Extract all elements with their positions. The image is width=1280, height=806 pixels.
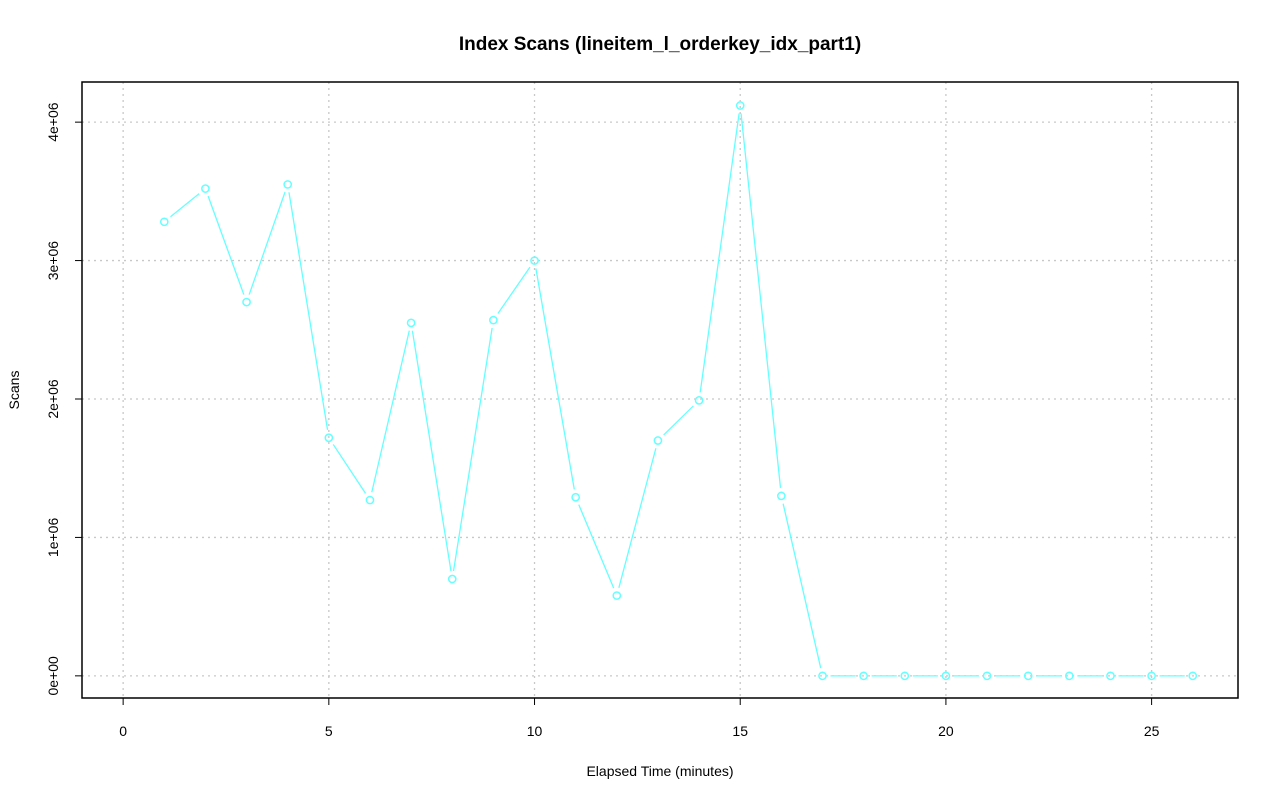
series-line-segment [740, 113, 782, 489]
data-point [818, 671, 827, 681]
x-axis-label: Elapsed Time (minutes) [586, 763, 733, 779]
series-points [159, 101, 1198, 681]
series-line-segment [497, 266, 531, 314]
chart-title: Index Scans (lineitem_l_orderkey_idx_par… [459, 34, 861, 55]
x-tick-label: 20 [938, 723, 954, 739]
data-point [941, 671, 951, 681]
y-tick-label: 0e+00 [45, 656, 61, 696]
y-tick-label: 1e+06 [45, 518, 61, 558]
data-point [735, 101, 745, 110]
plot-frame [81, 81, 1239, 699]
x-axis: 0 5 10 15 20 25 [119, 698, 1160, 739]
data-point [283, 180, 293, 189]
series-line-segment [452, 327, 493, 572]
grid [82, 82, 1238, 698]
data-point [900, 671, 910, 681]
y-tick-label: 4e+06 [45, 102, 61, 142]
y-axis: 0e+00 1e+06 2e+06 3e+06 4e+06 [45, 102, 82, 696]
series-line-segment [411, 330, 452, 572]
x-tick-label: 15 [732, 723, 748, 739]
series-line-segment [782, 503, 822, 669]
data-point [1023, 671, 1033, 681]
series-line-segment [248, 191, 286, 295]
data-point [653, 436, 663, 445]
data-point [447, 574, 457, 584]
data-point [201, 184, 210, 193]
data-point [242, 297, 251, 307]
series-line-segment [332, 444, 367, 494]
series-line-segment [170, 193, 200, 218]
data-point [777, 491, 786, 501]
x-tick-label: 25 [1144, 723, 1160, 739]
y-axis-label: Scans [6, 371, 22, 410]
series-line-segment [288, 192, 329, 430]
series-line-segment [618, 448, 657, 588]
data-point [1064, 671, 1074, 681]
series-lines [170, 113, 1185, 677]
series-line-segment [663, 405, 694, 436]
y-tick-label: 2e+06 [45, 379, 61, 419]
data-point [530, 256, 539, 265]
data-point [571, 492, 581, 502]
data-point [406, 318, 416, 328]
series-line-segment [207, 195, 245, 295]
data-point [859, 671, 868, 681]
data-point [982, 671, 992, 681]
data-point [365, 495, 375, 505]
series-line-segment [699, 113, 740, 393]
series-line-segment [371, 330, 410, 493]
data-point [612, 591, 622, 600]
data-point [1147, 671, 1156, 681]
data-point [694, 396, 704, 405]
data-point [159, 217, 169, 227]
series-line-segment [535, 268, 575, 490]
x-tick-label: 10 [527, 723, 543, 739]
data-point [1188, 671, 1198, 681]
data-point [324, 433, 334, 443]
y-tick-label: 3e+06 [45, 241, 61, 281]
x-tick-label: 0 [119, 723, 127, 739]
data-point [1106, 671, 1115, 681]
data-point [489, 315, 498, 325]
x-tick-label: 5 [325, 723, 333, 739]
series-line-segment [578, 504, 615, 589]
